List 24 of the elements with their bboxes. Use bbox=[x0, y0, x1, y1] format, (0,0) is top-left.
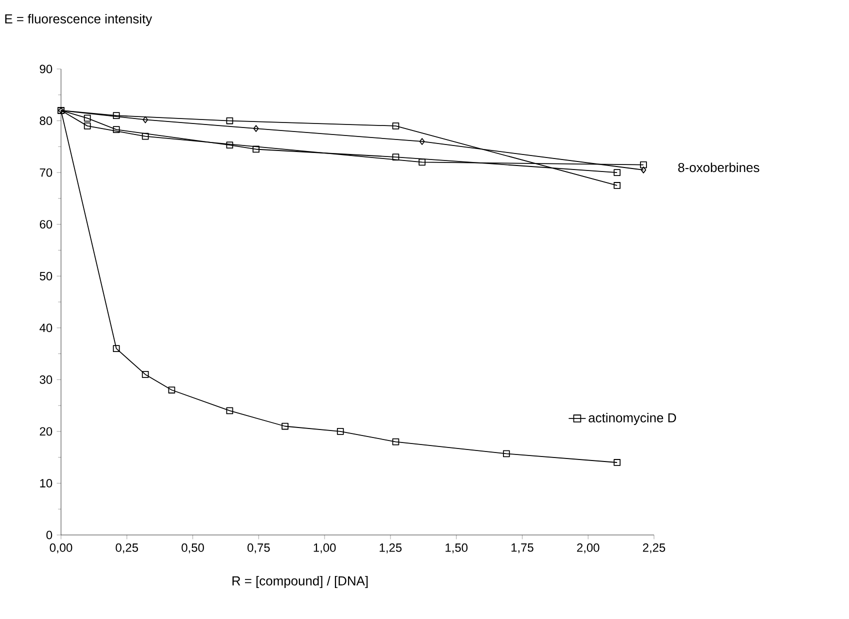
y-tick-label: 40 bbox=[40, 324, 52, 332]
y-axis-title: E = fluorescence intensity bbox=[5, 14, 152, 26]
x-tick-label: 1,75 bbox=[512, 543, 534, 554]
annotation: 8-oxoberbines bbox=[678, 162, 760, 172]
x-tick-label: 2,25 bbox=[642, 543, 666, 554]
y-tick-label: 60 bbox=[40, 220, 52, 229]
y-tick-label: 30 bbox=[40, 375, 52, 384]
y-tick-label: 90 bbox=[40, 64, 52, 74]
x-tick-label: 1,00 bbox=[314, 543, 336, 554]
y-tick-label: 80 bbox=[40, 116, 52, 125]
y-tick-label: 50 bbox=[40, 272, 52, 280]
x-tick-label: 1,50 bbox=[446, 543, 468, 554]
x-tick-label: 0,50 bbox=[182, 543, 204, 554]
x-tick-label: 0,00 bbox=[50, 543, 72, 554]
y-tick-label: 70 bbox=[40, 168, 52, 177]
y-tick-label: 10 bbox=[40, 478, 52, 488]
x-tick-label: 1,25 bbox=[380, 543, 402, 554]
x-tick-label: 0,75 bbox=[248, 543, 270, 554]
y-tick-label: 0 bbox=[46, 530, 52, 540]
x-axis-title: R = [compound] / [DNA] bbox=[232, 576, 368, 588]
legend-label: actinomycine D bbox=[588, 412, 676, 425]
x-tick-label: 0,25 bbox=[116, 543, 138, 554]
x-tick-label: 2,00 bbox=[577, 543, 600, 554]
y-tick-label: 20 bbox=[40, 427, 52, 436]
